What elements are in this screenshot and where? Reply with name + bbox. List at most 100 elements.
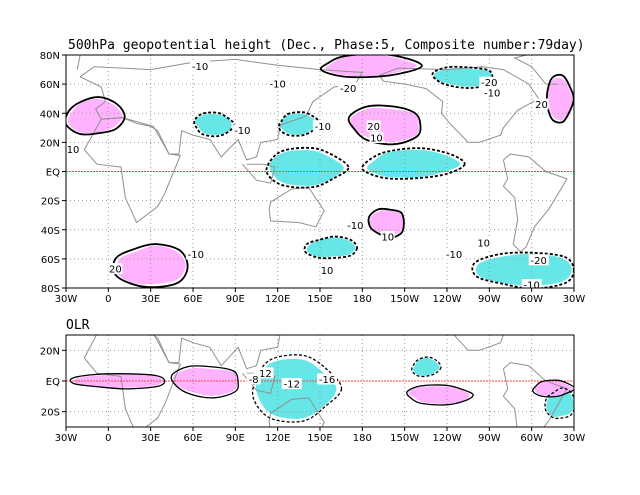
contour-label-bg bbox=[338, 82, 359, 94]
coastline-layer bbox=[76, 55, 568, 253]
positive-shaded-region bbox=[116, 245, 186, 285]
contour-label: 20 bbox=[109, 265, 122, 276]
contour-label-bg bbox=[369, 132, 384, 144]
coastline bbox=[242, 163, 276, 184]
positive-shaded-region bbox=[534, 381, 573, 397]
x-tick-label: 90E bbox=[226, 294, 245, 305]
x-tick-label: 150W bbox=[390, 294, 419, 305]
x-tick-label: 120W bbox=[433, 294, 462, 305]
contour-label: -10 bbox=[446, 250, 462, 261]
y-tick-label: 80N bbox=[40, 51, 60, 62]
x-tick-label: 180 bbox=[353, 294, 372, 305]
negative-shaded-region bbox=[269, 150, 344, 186]
contour-label-bg bbox=[534, 98, 549, 110]
negative-contour-line bbox=[361, 147, 466, 180]
negative-contour-line bbox=[471, 251, 574, 288]
contour-label-bg bbox=[281, 378, 302, 390]
negative-shaded-region bbox=[434, 68, 492, 87]
positive-contour-line bbox=[319, 55, 423, 79]
positive-contour-line bbox=[347, 104, 422, 146]
coastline bbox=[378, 66, 540, 143]
negative-shaded-region bbox=[413, 358, 440, 376]
contour-label-bg bbox=[444, 248, 465, 260]
coastline bbox=[513, 55, 547, 85]
coastline bbox=[152, 335, 281, 370]
contour-label-bg bbox=[320, 264, 335, 276]
x-tick-label: 90W bbox=[478, 433, 501, 444]
contour-label: -20 bbox=[481, 78, 497, 89]
bottom-panel-title: OLR bbox=[66, 318, 90, 333]
coastline bbox=[268, 397, 325, 427]
x-tick-label: 30E bbox=[141, 294, 160, 305]
contour-label-bg bbox=[521, 279, 542, 291]
x-tick-label: 60W bbox=[520, 294, 543, 305]
contour-label-bg bbox=[66, 143, 81, 155]
contour-label: 10 bbox=[381, 233, 394, 244]
contour-label: -20 bbox=[531, 256, 547, 267]
coastline bbox=[502, 362, 568, 427]
positive-shaded-region bbox=[547, 77, 573, 121]
positive-shaded-region bbox=[408, 386, 470, 404]
negative-shaded-region bbox=[367, 149, 461, 178]
x-tick-label: 150W bbox=[390, 433, 419, 444]
contour-layer bbox=[69, 354, 574, 423]
contour-label: -16 bbox=[319, 375, 335, 386]
y-tick-label: 60S bbox=[41, 255, 60, 266]
coastline bbox=[76, 55, 81, 70]
bottom-y-tick-labels: 20N EQ 20S bbox=[40, 346, 66, 419]
x-tick-label: 150E bbox=[307, 433, 332, 444]
y-tick-label: 20S bbox=[41, 197, 60, 208]
top-x-tick-labels: 30W 0 30E 60E 90E 120E 150E 180 150W 120W 90W 60W 30… bbox=[55, 288, 585, 305]
y-tick-label: EQ bbox=[46, 377, 60, 388]
y-tick-label: 60N bbox=[40, 80, 60, 91]
coastline bbox=[268, 186, 325, 228]
contour-label-bg bbox=[528, 254, 549, 266]
contour-label-bg bbox=[108, 263, 123, 275]
shading-layer bbox=[67, 55, 573, 286]
positive-contour-line bbox=[69, 373, 166, 390]
contour-label-bg bbox=[232, 124, 253, 136]
positive-contour-line bbox=[406, 384, 474, 406]
y-tick-label: 20N bbox=[40, 346, 60, 357]
contour-labels: -12-8 -12 -16 bbox=[246, 367, 338, 391]
contour-label: -10 bbox=[315, 122, 331, 133]
x-tick-label: 120E bbox=[265, 294, 290, 305]
contour-label: -12 bbox=[255, 369, 271, 380]
contour-label: -10 bbox=[192, 62, 208, 73]
contour-label-bg bbox=[366, 120, 381, 132]
contour-label: -10 bbox=[484, 88, 500, 99]
x-tick-label: 180 bbox=[353, 433, 372, 444]
contour-label: 20 bbox=[535, 100, 548, 111]
negative-shaded-region bbox=[306, 237, 356, 258]
x-tick-label: 0 bbox=[105, 433, 111, 444]
y-tick-label: 80S bbox=[41, 284, 60, 295]
contour-label-bg bbox=[476, 236, 491, 248]
top-panel-title: 500hPa geopotential height (Dec., Phase:… bbox=[68, 38, 585, 53]
contour-label: -12 bbox=[284, 380, 300, 391]
x-tick-label: 150E bbox=[307, 294, 332, 305]
contour-label-bg bbox=[267, 78, 288, 90]
x-tick-label: 30W bbox=[563, 433, 586, 444]
coastline bbox=[79, 58, 364, 161]
negative-contour-line bbox=[277, 111, 322, 137]
contour-label-bg bbox=[312, 120, 333, 132]
contour-label-bg bbox=[317, 373, 338, 385]
contour-label: 10 bbox=[321, 266, 334, 277]
contour-label: -10 bbox=[188, 250, 204, 261]
bottom-x-tick-labels: 30W 0 30E 60E 90E 120E 150E 180 150W 120W 90W 60W 30… bbox=[55, 427, 586, 444]
coastline bbox=[453, 335, 505, 351]
x-tick-label: 30W bbox=[55, 294, 78, 305]
x-tick-label: 30W bbox=[55, 433, 78, 444]
coastline bbox=[83, 335, 181, 427]
contour-label: -10 bbox=[347, 221, 363, 232]
top-y-tick-labels: 80N 60N 40N 20N EQ 20S 40S 60S 80S bbox=[40, 51, 66, 295]
x-tick-label: 60W bbox=[520, 433, 543, 444]
positive-contour-line bbox=[532, 379, 574, 398]
y-tick-label: 20S bbox=[41, 408, 60, 419]
positive-contour-line bbox=[367, 207, 405, 239]
y-tick-label: 40S bbox=[41, 226, 60, 237]
bottom-panel-map: -12-8 -12 -16 30W 0 30E 60E 90E 120E 150E 180 150W… bbox=[40, 334, 586, 444]
negative-contour-line bbox=[265, 146, 350, 189]
y-tick-label: EQ bbox=[46, 168, 60, 179]
